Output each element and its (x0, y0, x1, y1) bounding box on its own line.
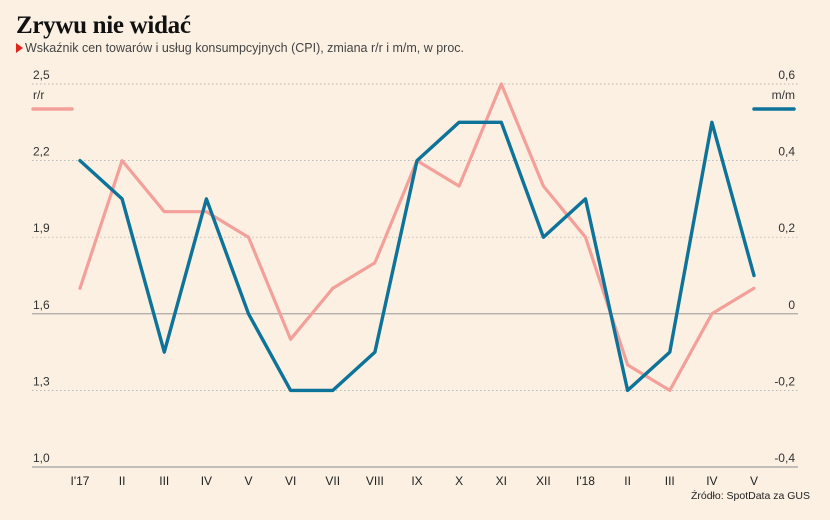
x-tick-label: VI (285, 474, 296, 488)
x-tick-label: III (159, 474, 169, 488)
y-right-tick-label: -0,4 (774, 451, 795, 465)
x-tick-label: II (624, 474, 631, 488)
series-line-mom (78, 120, 756, 393)
axis-ticks: 2,5 0,6 2,2 0,4 1,9 0,2 1,6 0 1,3 -0,2 1,0 -0,4 r/r m… (33, 68, 795, 488)
y-left-tick-label: 1,3 (33, 374, 50, 388)
y-left-tick-label: 1,0 (33, 451, 50, 465)
subtitle: Wskaźnik cen towarów i usług konsumpcyjn… (16, 41, 464, 55)
subtitle-text: Wskaźnik cen towarów i usług konsumpcyjn… (25, 41, 465, 55)
y-left-tick-label: 2,2 (33, 145, 50, 159)
triangle-marker-icon (16, 43, 23, 53)
y-left-tick-label: 1,9 (33, 221, 50, 235)
source-note: Źródło: SpotData za GUS (690, 490, 810, 502)
x-tick-label: XII (536, 474, 551, 488)
x-tick-label: IV (201, 474, 212, 488)
right-axis-label: m/m (772, 88, 795, 102)
y-right-tick-label: 0,4 (778, 145, 795, 159)
page-title: Zrywu nie widać (16, 12, 191, 39)
x-tick-label: V (750, 474, 758, 488)
x-tick-label: VII (325, 474, 340, 488)
series-lines (78, 82, 756, 393)
y-left-tick-label: 1,6 (33, 298, 50, 312)
x-tick-label: III (665, 474, 675, 488)
x-tick-label: I'18 (576, 474, 595, 488)
grid-lines (32, 83, 798, 468)
x-tick-label: V (244, 474, 252, 488)
y-right-tick-label: -0,2 (774, 374, 795, 388)
y-right-tick-label: 0,6 (778, 68, 795, 82)
x-tick-label: IV (706, 474, 717, 488)
y-right-tick-label: 0 (788, 298, 795, 312)
x-tick-label: X (455, 474, 463, 488)
x-tick-label: XI (496, 474, 507, 488)
y-right-tick-label: 0,2 (778, 221, 795, 235)
x-tick-label: IX (411, 474, 422, 488)
y-left-tick-label: 2,5 (33, 68, 50, 82)
x-tick-label: VIII (366, 474, 384, 488)
x-tick-label: II (119, 474, 126, 488)
left-axis-label: r/r (33, 88, 44, 102)
x-tick-label: I'17 (71, 474, 90, 488)
